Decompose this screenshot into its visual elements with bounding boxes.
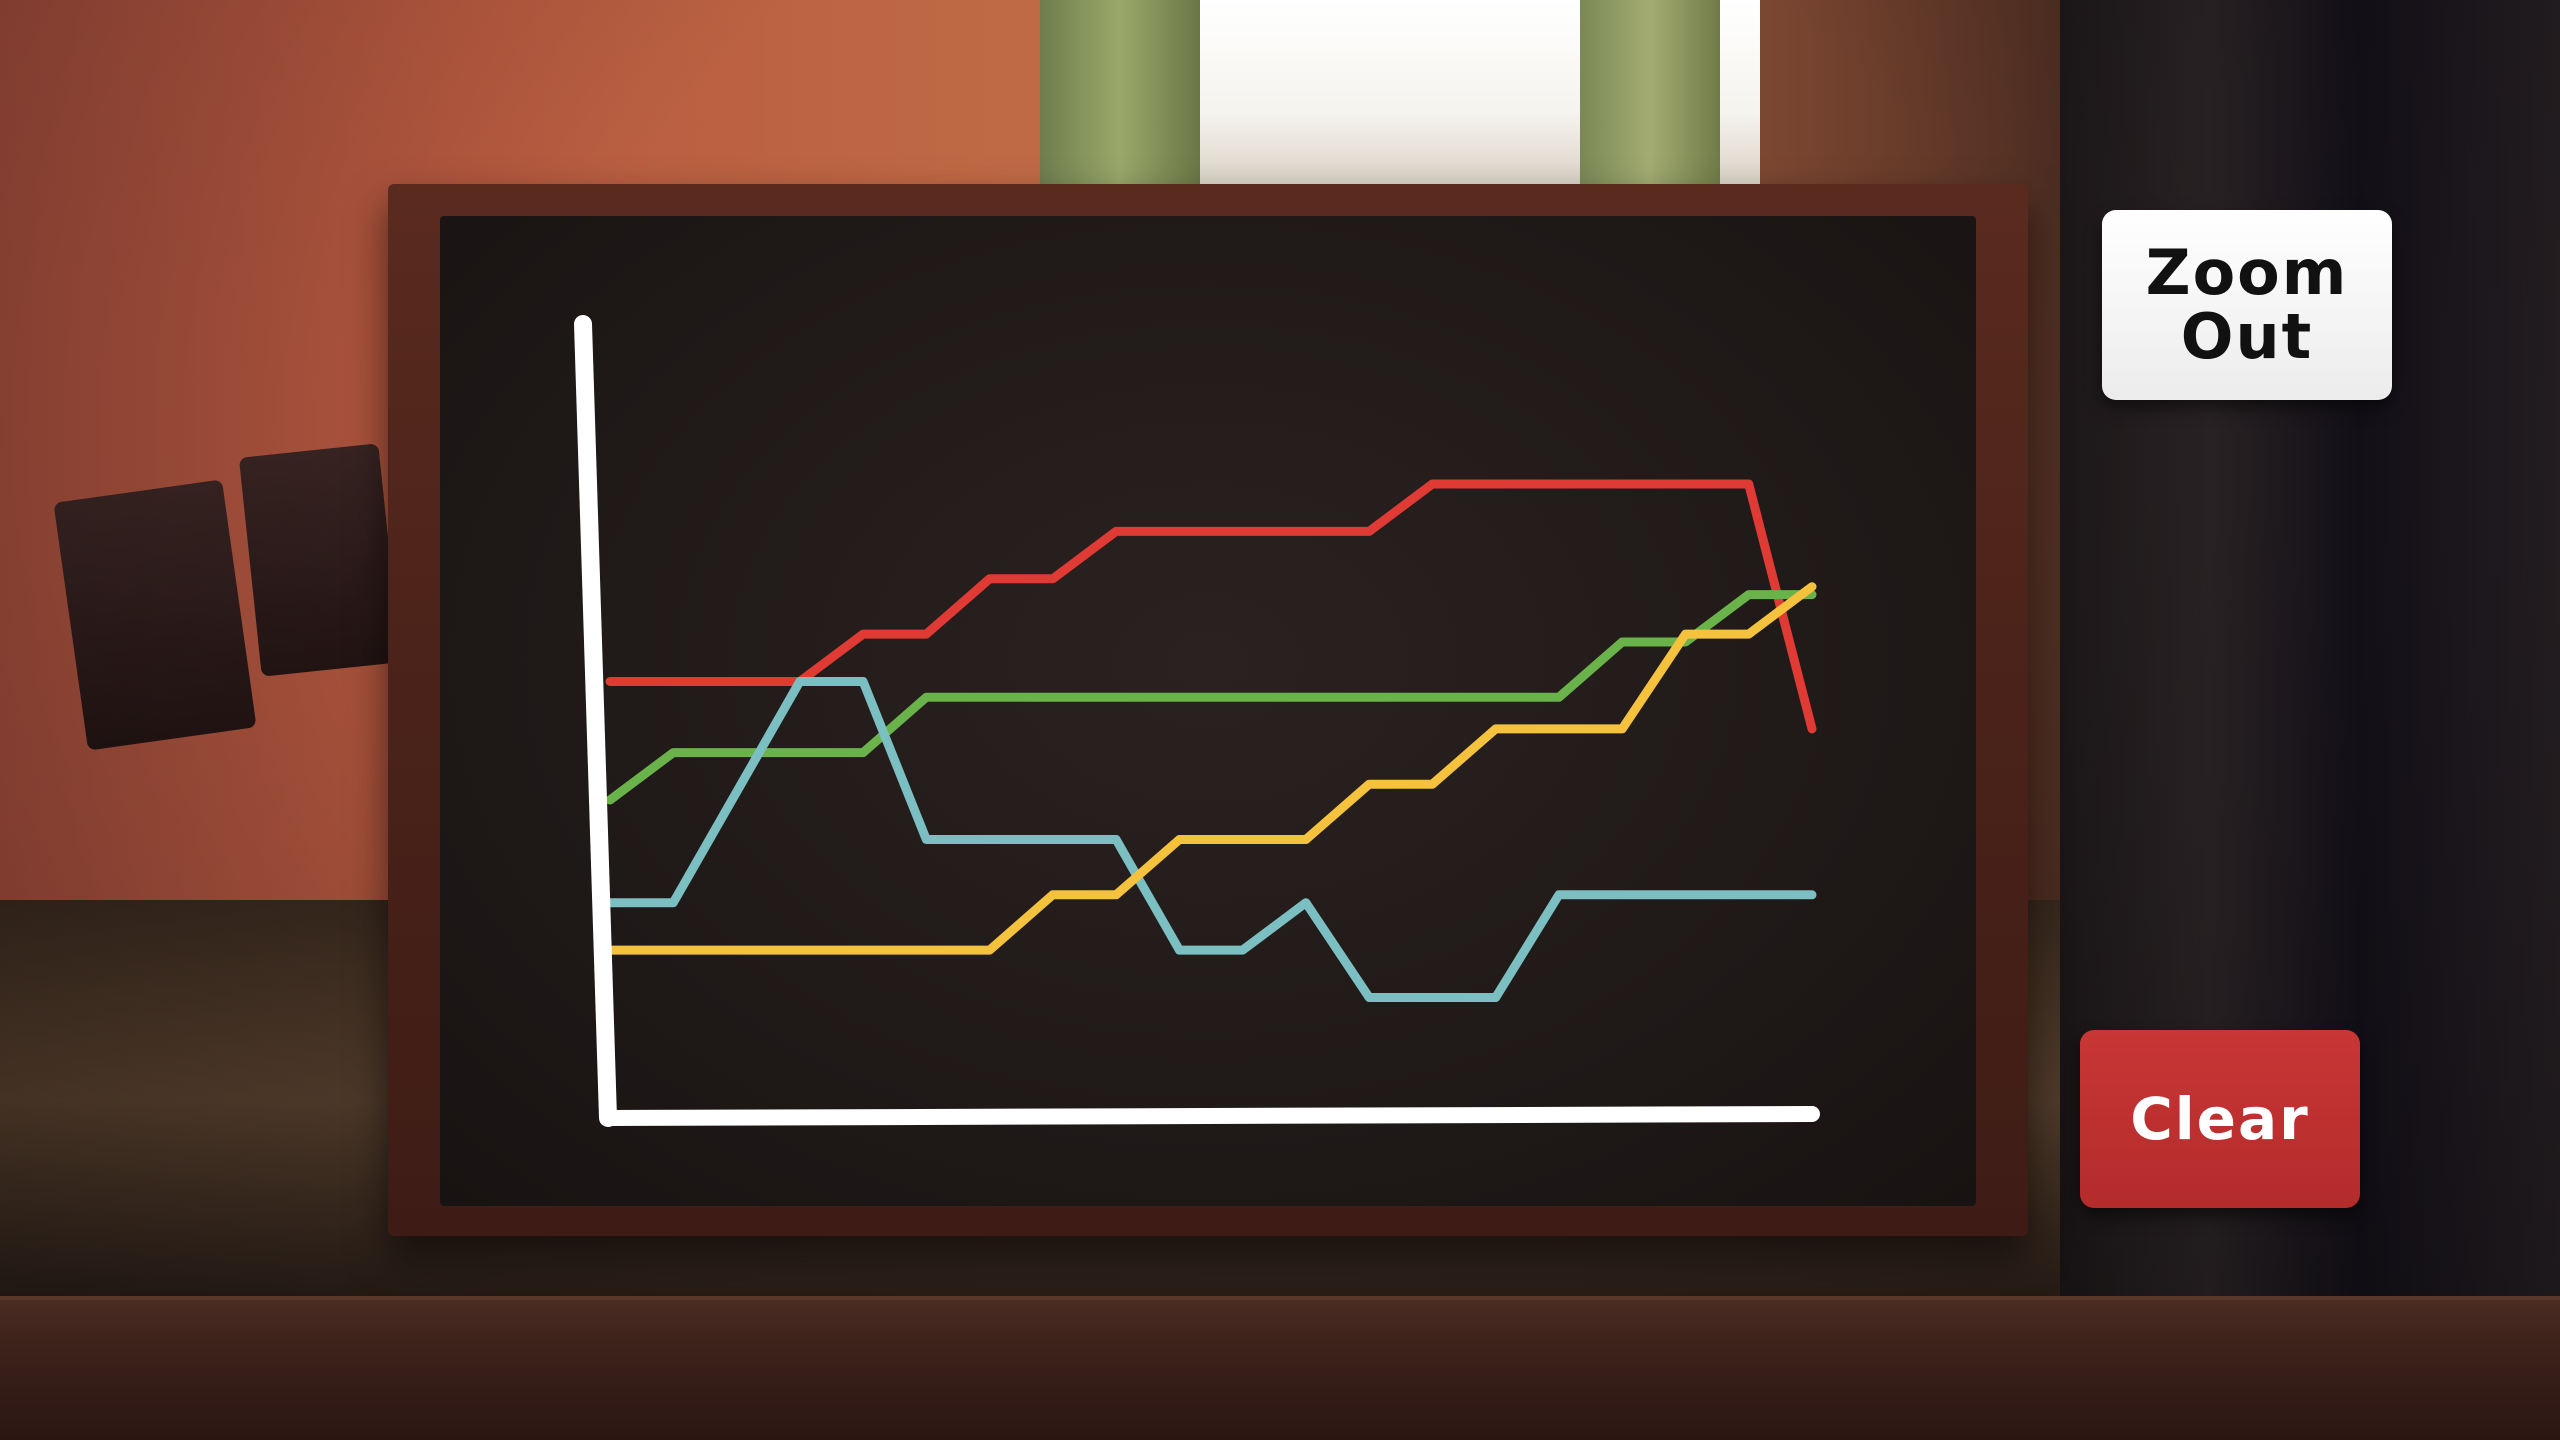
clear-button[interactable]: Clear bbox=[2080, 1030, 2360, 1208]
zoom-out-button[interactable]: Zoom Out bbox=[2102, 210, 2392, 400]
chalkboard[interactable] bbox=[440, 216, 1976, 1206]
desk bbox=[0, 1296, 2560, 1440]
series-line-teal bbox=[605, 677, 1817, 1002]
curtain-right bbox=[1580, 0, 1720, 190]
x-axis bbox=[600, 1106, 1820, 1126]
series-line-red bbox=[605, 479, 1817, 734]
line-chart bbox=[574, 315, 1820, 1127]
curtain-left bbox=[1040, 0, 1200, 190]
y-axis bbox=[574, 315, 617, 1127]
zoom-out-label-line1: Zoom bbox=[2145, 236, 2349, 309]
clear-label: Clear bbox=[2130, 1085, 2310, 1153]
series-line-yellow bbox=[605, 582, 1817, 955]
zoom-out-label-line2: Out bbox=[2180, 300, 2314, 373]
series-line-green bbox=[605, 590, 1817, 805]
